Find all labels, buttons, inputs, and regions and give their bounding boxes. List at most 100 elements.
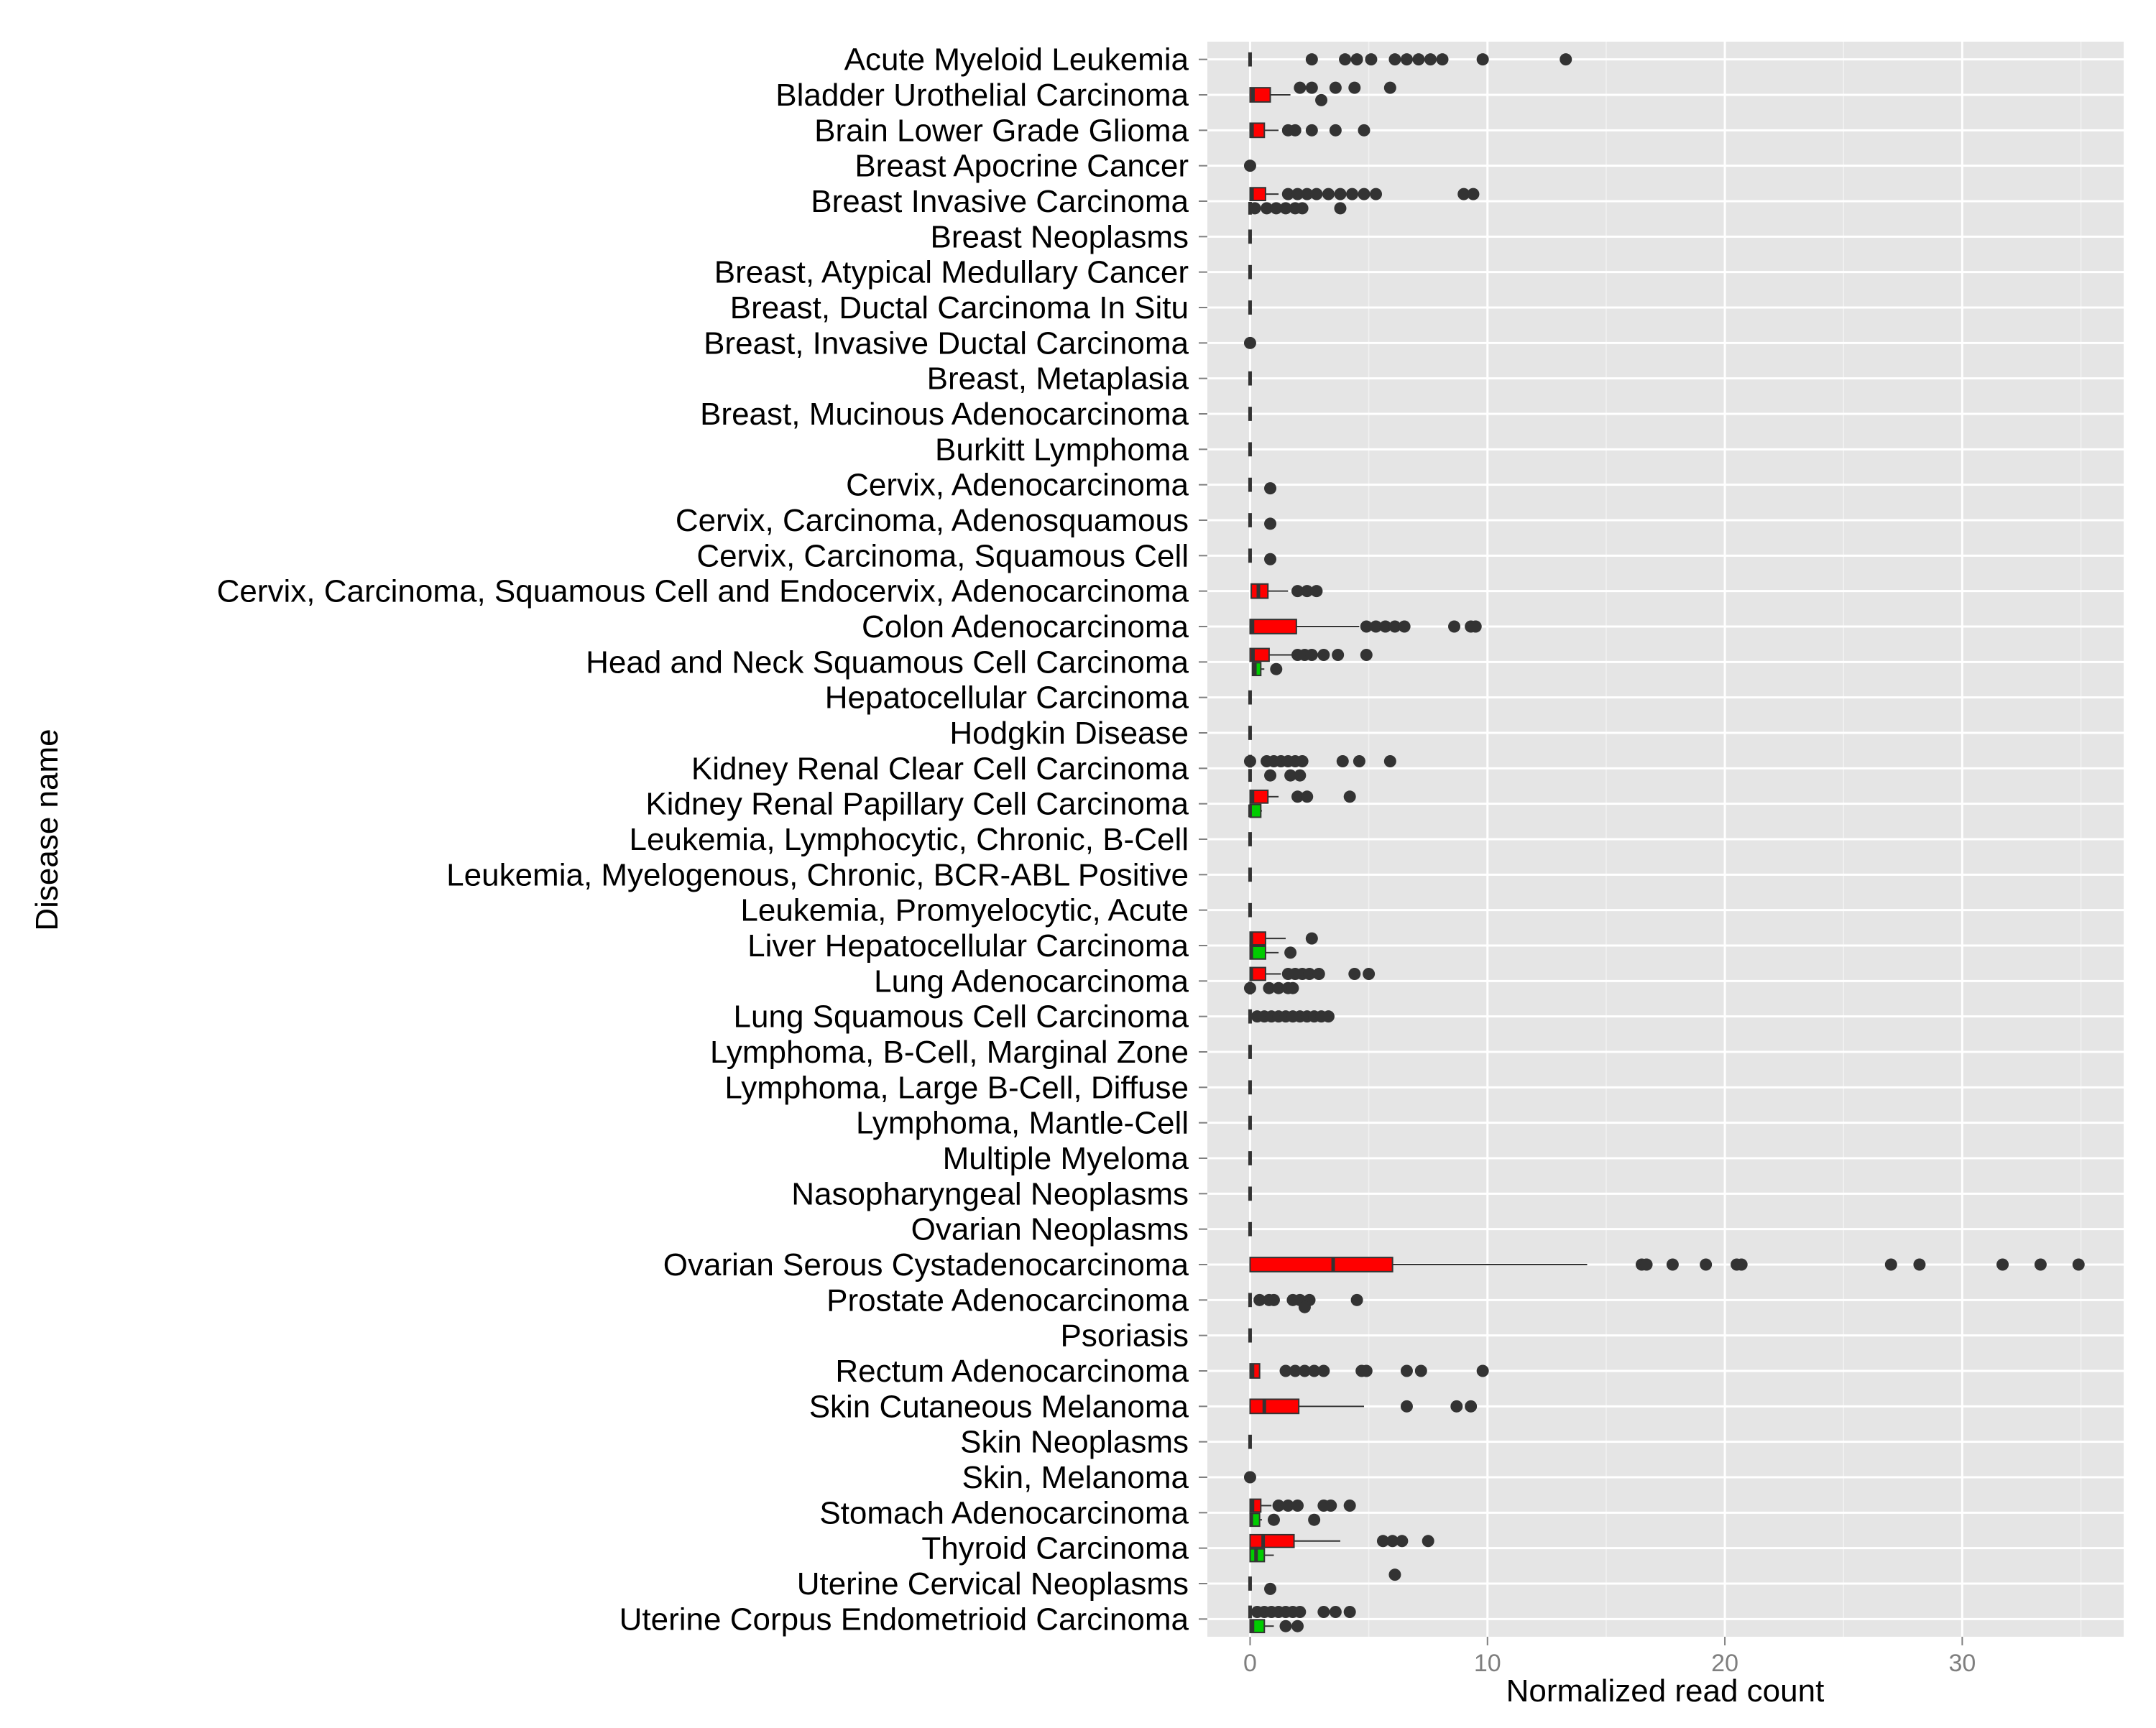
outlier-point <box>1560 53 1572 66</box>
category-group <box>1248 1009 1335 1024</box>
y-tick-label: Breast, Ductal Carcinoma In Situ <box>730 290 1189 325</box>
category-group <box>1243 336 1256 349</box>
outlier-point <box>1388 53 1401 66</box>
outlier-point <box>1317 648 1330 661</box>
outlier-point <box>1666 1258 1679 1271</box>
category-group <box>1249 1498 1356 1528</box>
outlier-point <box>1301 790 1314 803</box>
outlier-point <box>1272 1499 1285 1512</box>
outlier-point <box>1308 1513 1321 1526</box>
outlier-point <box>1329 124 1342 137</box>
outlier-point <box>2034 1258 2047 1271</box>
outlier-point <box>1298 1364 1311 1377</box>
y-tick-label: Lung Squamous Cell Carcinoma <box>734 999 1189 1035</box>
y-tick-label: Bladder Urothelial Carcinoma <box>775 78 1189 113</box>
y-tick-label: Breast, Metaplasia <box>927 361 1189 397</box>
box <box>1249 87 1271 103</box>
outlier-point <box>1281 1499 1294 1512</box>
outlier-point <box>1424 53 1437 66</box>
outlier-point <box>1376 1535 1389 1548</box>
outlier-point <box>1358 124 1370 137</box>
category-group <box>1249 619 1482 634</box>
outlier-point <box>1291 188 1304 200</box>
category-group <box>1249 1398 1478 1415</box>
outlier-point <box>1412 53 1425 66</box>
outlier-point <box>1264 769 1277 782</box>
outlier-point <box>1270 662 1283 675</box>
outlier-point <box>1243 754 1256 767</box>
outlier-point <box>1884 1258 1897 1271</box>
outlier-point <box>1343 1605 1356 1618</box>
outlier-point <box>1305 81 1318 94</box>
category-group <box>1248 52 1572 67</box>
y-tick-label: Hodgkin Disease <box>949 716 1189 751</box>
outlier-point <box>1348 967 1361 980</box>
outlier-point <box>1243 336 1256 349</box>
outlier-point <box>1400 1400 1413 1413</box>
outlier-point <box>1422 1535 1434 1548</box>
box <box>1249 647 1270 662</box>
outlier-point <box>1353 754 1365 767</box>
category-group <box>1248 789 1356 818</box>
y-tick-label: Prostate Adenocarcinoma <box>826 1283 1189 1318</box>
box <box>1249 789 1269 804</box>
outlier-point <box>1305 648 1318 661</box>
outlier-point <box>1322 1010 1335 1023</box>
outlier-point <box>1303 967 1316 980</box>
outlier-point <box>1305 932 1318 945</box>
category-group <box>1248 548 1277 565</box>
category-group <box>1249 647 1373 677</box>
outlier-point <box>1436 53 1449 66</box>
outlier-point <box>1317 1364 1330 1377</box>
outlier-point <box>1400 1364 1413 1377</box>
x-tick-label: 30 <box>1948 1650 1976 1677</box>
category-group <box>1243 754 1396 782</box>
y-tick-label: Skin Cutaneous Melanoma <box>809 1389 1189 1424</box>
y-tick-label: Lymphoma, Mantle-Cell <box>856 1106 1189 1141</box>
outlier-point <box>1305 53 1318 66</box>
box <box>1249 1398 1300 1415</box>
category-group <box>1243 966 1376 995</box>
outlier-point <box>1348 81 1361 94</box>
category-group <box>1243 1471 1256 1484</box>
outlier-point <box>1360 648 1373 661</box>
outlier-point <box>1294 1605 1307 1618</box>
outlier-point <box>1294 81 1307 94</box>
x-tick-label: 0 <box>1243 1650 1257 1677</box>
outlier-point <box>1291 790 1304 803</box>
outlier-point <box>1315 93 1328 106</box>
y-axis-title: Disease name <box>29 729 65 930</box>
outlier-point <box>1465 1400 1478 1413</box>
outlier-point <box>1322 188 1335 200</box>
category-group <box>1249 1363 1489 1379</box>
outlier-point <box>1339 53 1352 66</box>
outlier-point <box>2072 1258 2085 1271</box>
category-group <box>1248 1293 1363 1313</box>
outlier-point <box>1370 620 1383 633</box>
category-group <box>1249 122 1370 139</box>
y-tick-label: Uterine Corpus Endometrioid Carcinoma <box>619 1602 1189 1637</box>
y-tick-label: Nasopharyngeal Neoplasms <box>791 1176 1189 1211</box>
outlier-point <box>1264 517 1277 530</box>
outlier-point <box>1365 53 1378 66</box>
outlier-point <box>1913 1258 1926 1271</box>
outlier-point <box>1289 1364 1302 1377</box>
outlier-point <box>1329 81 1342 94</box>
y-tick-label: Cervix, Adenocarcinoma <box>846 468 1189 503</box>
outlier-point <box>1308 1364 1321 1377</box>
y-tick-label: Kidney Renal Papillary Cell Carcinoma <box>645 787 1189 822</box>
outlier-point <box>1325 1499 1337 1512</box>
outlier-point <box>1700 1258 1713 1271</box>
outlier-point <box>1301 585 1314 598</box>
outlier-point <box>1294 769 1307 782</box>
outlier-point <box>1467 188 1480 200</box>
y-tick-label: Ovarian Neoplasms <box>911 1212 1189 1247</box>
outlier-point <box>1267 1513 1280 1526</box>
category-group <box>1248 1605 1356 1634</box>
outlier-point <box>1291 1620 1304 1632</box>
outlier-point <box>1279 202 1292 215</box>
outlier-point <box>1296 754 1309 767</box>
x-axis: 0 10 20 30 <box>1243 1637 1976 1677</box>
outlier-point <box>1243 1471 1256 1484</box>
